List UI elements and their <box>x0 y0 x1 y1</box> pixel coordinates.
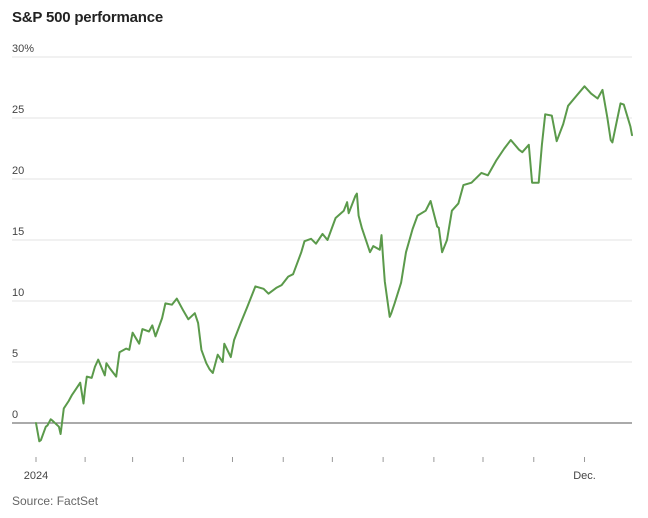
gridlines <box>12 56 632 424</box>
y-tick-label: 5 <box>12 348 18 360</box>
sp500-performance-line <box>35 85 633 443</box>
chart-title: S&P 500 performance <box>12 9 163 26</box>
y-tick-label: 0 <box>12 409 18 421</box>
x-tick-label: 2024 <box>24 470 48 482</box>
y-tick-label: 10 <box>12 287 24 299</box>
y-tick-label: 25 <box>12 104 24 116</box>
y-axis-tick-labels: 0 5 10 15 20 25 30% <box>12 43 34 421</box>
source-note: Source: FactSet <box>12 494 99 508</box>
y-tick-label: 30% <box>12 43 34 55</box>
y-tick-label: 15 <box>12 226 24 238</box>
x-axis: 2024 Dec. <box>24 457 596 482</box>
y-tick-label: 20 <box>12 165 24 177</box>
x-tick-label: Dec. <box>573 470 596 482</box>
series-line <box>35 85 633 443</box>
